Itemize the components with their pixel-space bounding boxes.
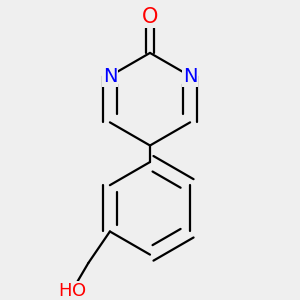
Text: O: O xyxy=(142,7,158,26)
Text: H: H xyxy=(58,282,72,300)
Text: N: N xyxy=(103,67,117,85)
Text: N: N xyxy=(183,67,197,85)
Text: O: O xyxy=(72,282,86,300)
Text: H: H xyxy=(66,282,78,300)
